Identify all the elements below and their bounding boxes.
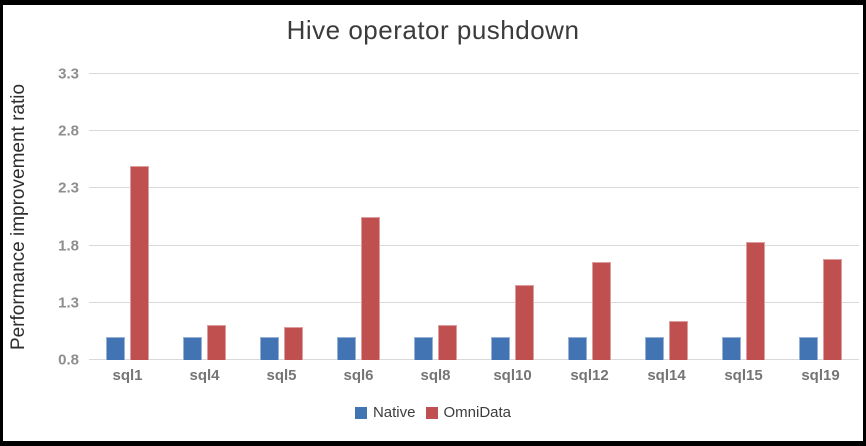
bar-group [705, 74, 782, 360]
bar-group [551, 74, 628, 360]
bar-group [474, 74, 551, 360]
bar-group [243, 74, 320, 360]
x-axis-label: sql6 [343, 367, 374, 384]
bar-native [260, 337, 279, 360]
bar-native [414, 337, 433, 360]
x-axis-label: sql14 [647, 367, 686, 384]
bar-omnidata [361, 217, 380, 360]
legend: Native OmniData [3, 404, 863, 421]
y-tick-label: 1.3 [58, 294, 79, 312]
gridline [89, 187, 859, 189]
y-axis-title: Performance improvement ratio [8, 83, 29, 351]
bar-native [491, 337, 510, 360]
x-axis-label: sql19 [801, 367, 840, 384]
bar-native [183, 337, 202, 360]
gridline [89, 244, 859, 246]
bar-native [722, 337, 741, 360]
bar-group [628, 74, 705, 360]
x-axis-label: sql4 [189, 367, 220, 384]
x-axis-label: sql8 [420, 367, 451, 384]
bar-group [782, 74, 859, 360]
legend-item-native: Native [354, 404, 416, 421]
legend-item-omnidata: OmniData [425, 404, 512, 421]
x-axis-label: sql15 [724, 367, 763, 384]
legend-label: Native [372, 404, 416, 421]
x-axis-label: sql12 [570, 367, 609, 384]
gridline [89, 73, 859, 74]
bar-omnidata [592, 261, 611, 360]
x-axis-label: sql1 [112, 367, 143, 384]
bar-group [397, 74, 474, 360]
bar-group [320, 74, 397, 360]
bar-omnidata [438, 324, 457, 360]
bar-omnidata [515, 284, 534, 360]
bar-omnidata [669, 321, 688, 360]
legend-swatch-native [354, 406, 367, 419]
bar-native [568, 337, 587, 360]
legend-swatch-omnidata [425, 406, 438, 419]
bar-omnidata [746, 242, 765, 360]
y-tick-label: 2.3 [58, 179, 79, 197]
bar-native [106, 337, 125, 360]
y-tick-label: 0.8 [58, 351, 79, 369]
bar-group [166, 74, 243, 360]
bar-omnidata [207, 324, 226, 360]
x-axis-label: sql10 [493, 367, 532, 384]
bar-native [645, 337, 664, 360]
bar-omnidata [284, 326, 303, 360]
gridline [89, 301, 859, 303]
bar-native [337, 337, 356, 360]
bar-omnidata [130, 165, 149, 360]
y-tick-label: 1.8 [58, 237, 79, 255]
bar-group [89, 74, 166, 360]
y-tick-label: 3.3 [58, 65, 79, 83]
bar-native [799, 337, 818, 360]
bar-omnidata [823, 259, 842, 360]
x-axis-label: sql5 [266, 367, 297, 384]
gridline [89, 130, 859, 132]
legend-label: OmniData [443, 404, 512, 421]
gridline [89, 359, 859, 360]
y-tick-label: 2.8 [58, 122, 79, 140]
plot-area: Performance improvement ratio 0.8 1.3 1.8 2… [8, 66, 859, 369]
chart-title: Hive operator pushdown [286, 15, 580, 45]
